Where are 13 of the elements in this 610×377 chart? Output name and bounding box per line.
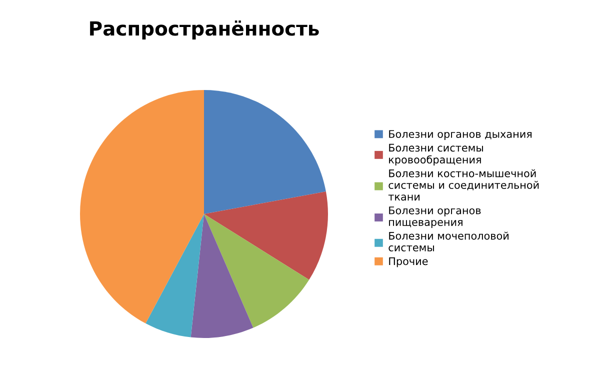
legend-label: Болезни органов пищеварения	[389, 206, 481, 228]
pie-slice	[204, 192, 328, 280]
legend-label: Болезни костно-мышечной системы и соединительной ткани	[388, 169, 539, 201]
pie-slice	[204, 90, 326, 214]
legend-label: Прочие	[389, 257, 428, 268]
legend-label: Болезни мочеполовой системы	[388, 232, 508, 252]
chart-title: Распространённость	[90, 20, 319, 40]
legend-label: Болезни системы кровообращения	[389, 144, 483, 166]
legend-label: Болезни органов дыхания	[389, 130, 532, 140]
pie-slice	[204, 214, 310, 328]
pie-slice	[80, 90, 204, 324]
pie-slice	[146, 214, 204, 338]
pie-slice	[190, 214, 254, 338]
